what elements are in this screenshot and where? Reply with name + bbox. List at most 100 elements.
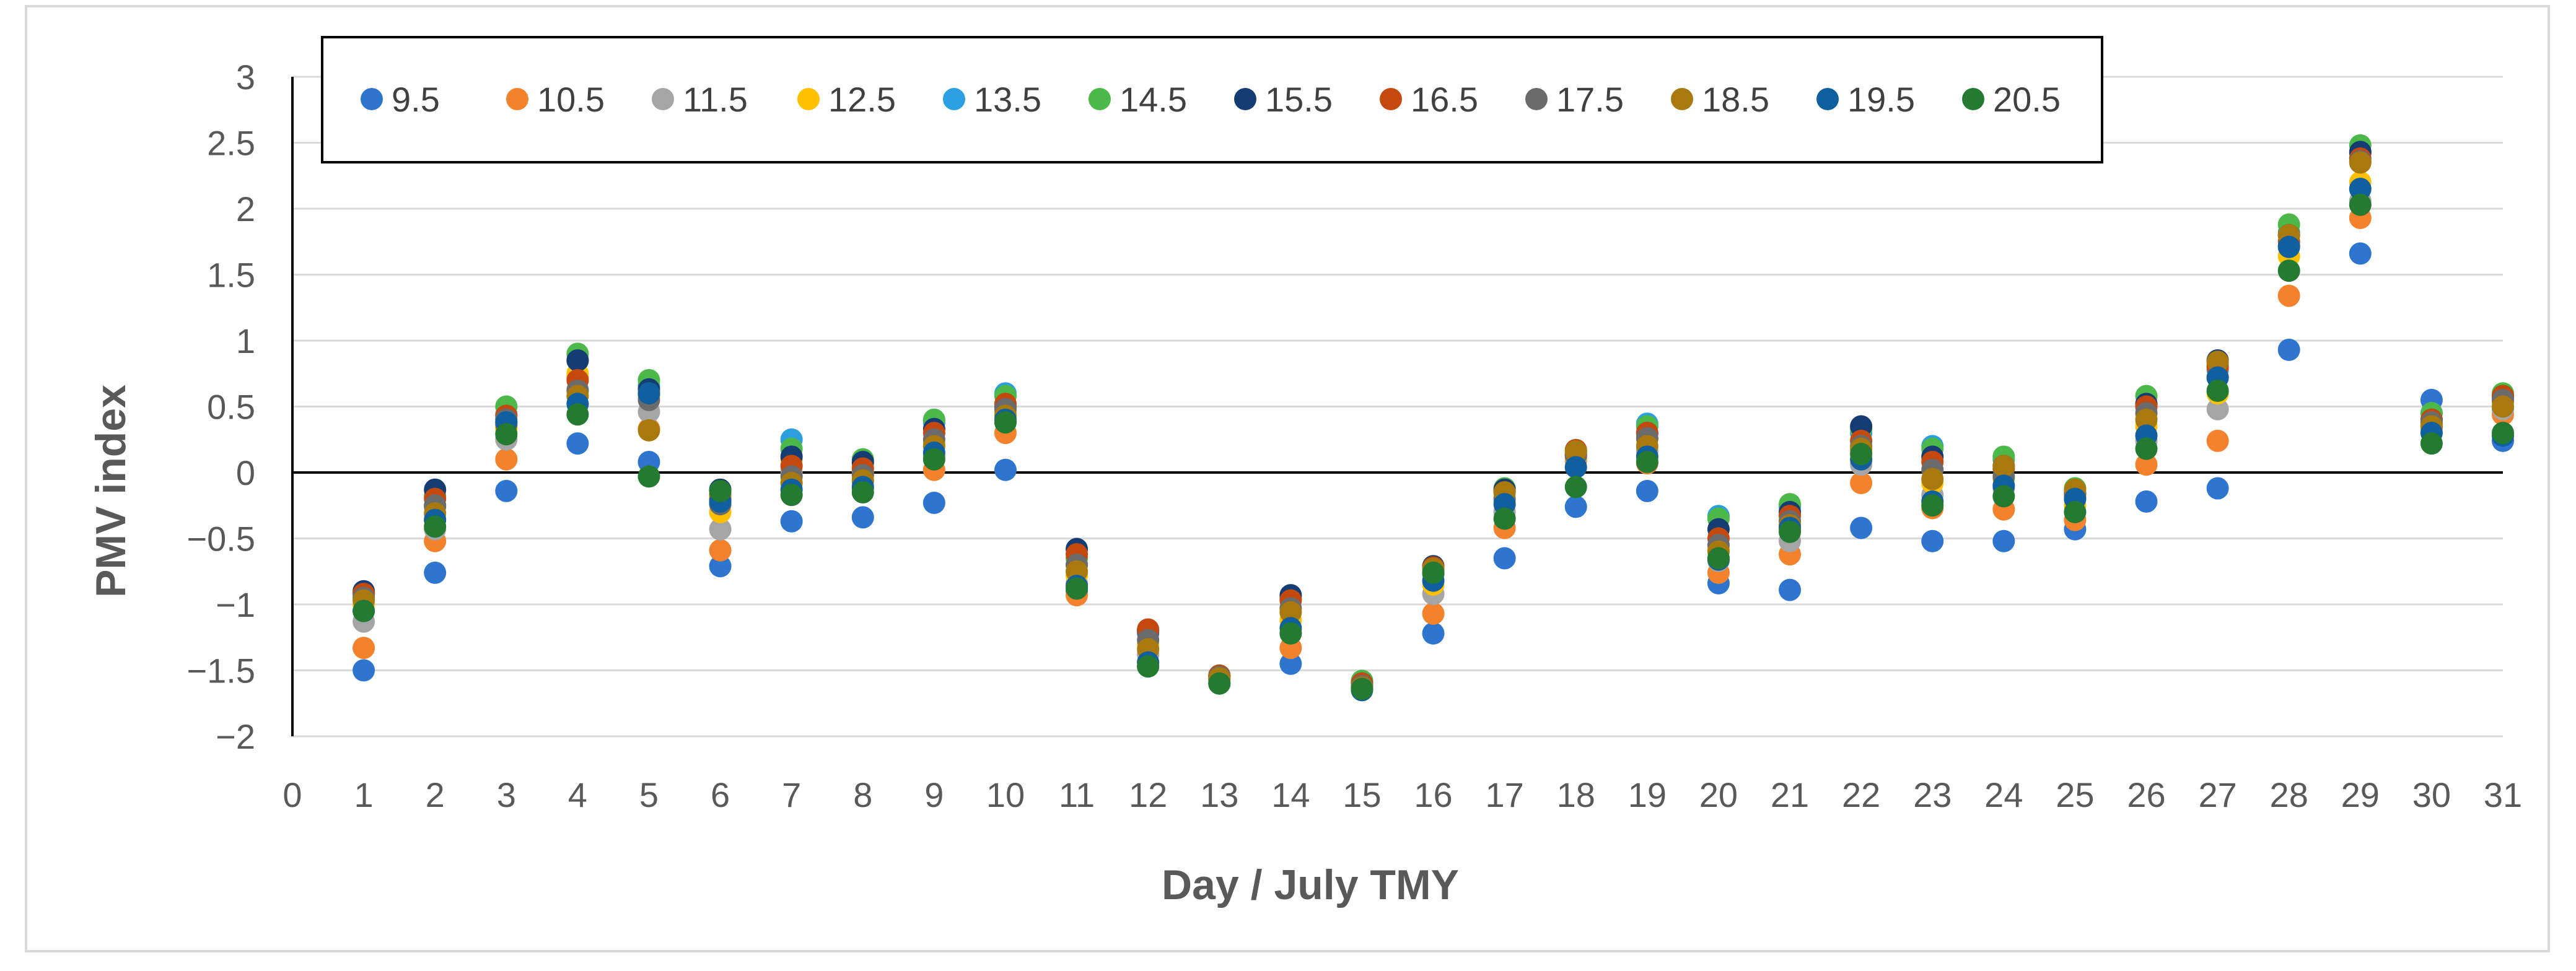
x-tick-label: 29	[2341, 775, 2380, 814]
data-point-20.5	[1422, 561, 1445, 584]
data-point-20.5	[1351, 677, 1373, 700]
y-tick-label: 3	[236, 58, 255, 97]
data-point-18.5	[1992, 455, 2015, 477]
data-point-20.5	[1066, 577, 1089, 600]
legend-marker-14.5	[1089, 88, 1111, 110]
legend-label-16.5: 16.5	[1411, 80, 1478, 119]
data-point-9.5	[495, 479, 518, 502]
data-point-15.5	[566, 349, 589, 372]
legend-marker-17.5	[1525, 88, 1548, 110]
data-point-11.5	[709, 518, 732, 541]
data-point-20.5	[495, 423, 518, 446]
y-tick-label: −1.5	[186, 651, 255, 690]
data-point-18.5	[2206, 351, 2229, 373]
data-point-9.5	[2206, 477, 2229, 500]
data-point-20.5	[1921, 494, 1944, 517]
x-tick-label: 14	[1271, 775, 1310, 814]
data-point-20.5	[1636, 450, 1658, 473]
legend-label-19.5: 19.5	[1847, 80, 1915, 119]
data-point-20.5	[1493, 507, 1516, 530]
data-point-20.5	[1779, 520, 1802, 543]
data-point-20.5	[1279, 622, 1302, 645]
legend-label-10.5: 10.5	[537, 80, 605, 119]
x-tick-label: 10	[986, 775, 1025, 814]
data-point-20.5	[1564, 476, 1587, 499]
x-tick-label: 12	[1129, 775, 1167, 814]
data-point-10.5	[495, 448, 518, 471]
x-tick-label: 3	[497, 775, 516, 814]
data-point-20.5	[353, 599, 375, 622]
y-tick-label: 1	[236, 321, 255, 360]
x-tick-label: 9	[924, 775, 944, 814]
x-tick-label: 25	[2056, 775, 2094, 814]
chart-frame	[25, 5, 2550, 952]
data-point-9.5	[1850, 516, 1873, 539]
x-tick-label: 8	[853, 775, 872, 814]
legend-box	[321, 36, 2103, 163]
data-point-9.5	[353, 659, 375, 682]
data-point-9.5	[1564, 495, 1587, 518]
x-tick-label: 15	[1343, 775, 1381, 814]
legend-marker-20.5	[1962, 88, 1984, 110]
data-point-9.5	[1921, 529, 1944, 552]
data-point-9.5	[1493, 547, 1516, 570]
x-tick-label: 0	[283, 775, 302, 814]
data-point-19.5	[637, 382, 660, 405]
data-point-20.5	[994, 411, 1017, 434]
data-point-9.5	[1422, 622, 1445, 645]
x-tick-label: 26	[2127, 775, 2165, 814]
data-point-9.5	[709, 555, 732, 578]
x-tick-label: 7	[782, 775, 801, 814]
data-point-20.5	[1707, 547, 1730, 570]
data-point-10.5	[2277, 284, 2300, 307]
legend-marker-13.5	[943, 88, 965, 110]
data-point-19.5	[1564, 456, 1587, 479]
data-point-20.5	[2349, 193, 2372, 216]
legend-label-15.5: 15.5	[1265, 80, 1333, 119]
legend-label-12.5: 12.5	[828, 80, 896, 119]
gridlines	[292, 76, 2503, 738]
x-tick-label: 31	[2484, 775, 2522, 814]
legend: 9.5 10.5 11.5 12.5 13.5 14.5 15.5 16.5 17.5 18.5 1…	[321, 36, 2103, 163]
data-point-19.5	[2349, 178, 2372, 201]
y-tick-label: −2	[216, 717, 255, 756]
legend-label-17.5: 17.5	[1556, 80, 1624, 119]
data-point-9.5	[2135, 490, 2158, 513]
x-tick-label: 20	[1699, 775, 1738, 814]
x-tick-label: 17	[1485, 775, 1523, 814]
data-point-18.5	[1921, 468, 1944, 490]
x-axis-title: Day / July TMY	[1162, 861, 1459, 908]
legend-marker-12.5	[797, 88, 820, 110]
data-point-20.5	[637, 465, 660, 488]
data-points	[353, 134, 2514, 702]
data-point-20.5	[566, 403, 589, 426]
data-point-20.5	[2420, 432, 2443, 455]
y-tick-label: −1	[216, 585, 255, 624]
legend-label-11.5: 11.5	[683, 80, 748, 119]
legend-marker-19.5	[1816, 88, 1839, 110]
data-point-11.5	[2206, 398, 2229, 420]
data-point-20.5	[922, 448, 945, 471]
x-tick-label: 28	[2270, 775, 2308, 814]
data-point-9.5	[1636, 479, 1658, 502]
data-point-9.5	[851, 506, 874, 529]
legend-marker-15.5	[1234, 88, 1256, 110]
data-point-20.5	[2277, 259, 2300, 282]
y-tick-label: −0.5	[186, 520, 255, 559]
legend-marker-16.5	[1380, 88, 1402, 110]
legend-marker-9.5	[361, 88, 383, 110]
legend-label-9.5: 9.5	[392, 80, 440, 119]
x-tick-label: 13	[1200, 775, 1238, 814]
data-point-19.5	[2277, 235, 2300, 258]
legend-label-18.5: 18.5	[1702, 80, 1769, 119]
data-point-9.5	[994, 458, 1017, 481]
data-point-20.5	[2206, 379, 2229, 402]
x-tick-label: 23	[1913, 775, 1952, 814]
x-tick-label: 18	[1557, 775, 1595, 814]
data-point-9.5	[780, 510, 803, 533]
data-point-20.5	[1137, 655, 1160, 678]
y-tick-label: 2.5	[207, 124, 255, 163]
x-tick-label: 30	[2412, 775, 2451, 814]
axes	[291, 77, 2503, 736]
